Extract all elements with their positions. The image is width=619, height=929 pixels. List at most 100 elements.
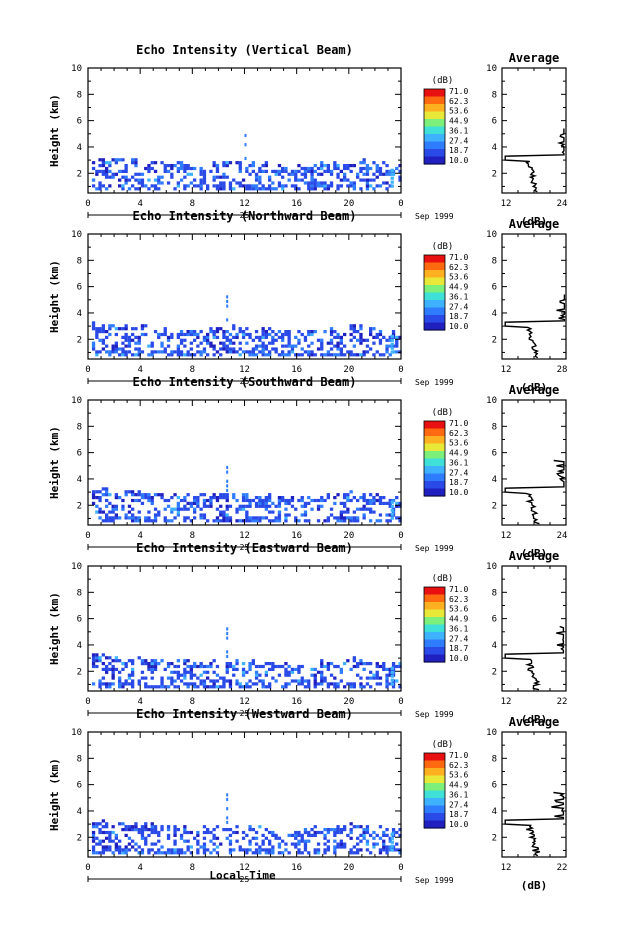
echo-cell: [352, 496, 356, 500]
echo-cell: [294, 169, 298, 173]
echo-cell: [121, 169, 125, 173]
echo-cell: [124, 178, 128, 182]
echo-cell: [105, 667, 109, 671]
echo-cell: [225, 493, 229, 497]
echo-cell: [206, 341, 210, 345]
colorbar-segment: [424, 92, 445, 96]
echo-cell: [124, 175, 128, 179]
echo-cell: [245, 332, 249, 337]
colorbar-segment: [424, 650, 445, 654]
echo-cell: [271, 851, 275, 855]
echo-cell: [222, 828, 226, 832]
echo-cell: [343, 510, 347, 514]
echo-cell: [294, 353, 298, 357]
echo-cell: [378, 330, 383, 334]
echo-cell: [329, 347, 334, 351]
echo-cell: [105, 487, 109, 491]
echo-cell: [261, 848, 265, 852]
echo-cell: [209, 169, 213, 173]
echo-cell: [241, 670, 246, 674]
echo-cell: [281, 350, 285, 354]
echo-cell: [98, 498, 102, 503]
ytick-label: 10: [71, 562, 82, 572]
echo-cell: [365, 662, 370, 666]
echo-cell: [251, 828, 255, 832]
echo-cell: [378, 676, 383, 680]
echo-cell: [365, 839, 370, 843]
colorbar-tick: 53.6: [449, 439, 468, 448]
echo-cell: [189, 682, 193, 686]
colorbar-segment: [424, 439, 445, 443]
echo-cell: [114, 845, 118, 849]
echo-cell: [378, 851, 383, 855]
echo-cell: [226, 627, 229, 631]
echo-cell: [131, 682, 135, 686]
echo-cell: [333, 682, 337, 686]
xtick-label: 4: [137, 863, 142, 873]
echo-cell: [287, 330, 291, 334]
echo-cell: [388, 501, 392, 505]
echo-cell: [95, 169, 99, 173]
echo-cell: [215, 327, 220, 331]
echo-cell: [362, 828, 366, 832]
echo-cell: [144, 662, 148, 666]
y-axis-label: Height (km): [48, 758, 61, 831]
echo-cell: [390, 350, 394, 354]
echo-cell: [349, 830, 353, 835]
colorbar-segment: [424, 630, 445, 633]
colorbar-segment: [424, 134, 445, 137]
colorbar-segment: [424, 128, 445, 131]
colorbar-segment: [424, 758, 445, 762]
echo-cell: [228, 504, 233, 508]
echo-cell: [114, 161, 118, 165]
echo-cell: [95, 350, 99, 354]
echo-cell: [388, 667, 392, 671]
echo-cell: [290, 172, 295, 176]
echo-cell: [189, 664, 193, 669]
echo-cell: [166, 664, 171, 669]
echo-cell: [131, 828, 135, 832]
echo-cell: [375, 842, 379, 846]
echo-cell: [264, 673, 268, 677]
echo-cell: [105, 656, 109, 660]
echo-cell: [395, 501, 399, 505]
echo-cell: [248, 839, 252, 843]
echo-cell: [179, 341, 184, 345]
echo-cell: [388, 670, 392, 674]
echo-cell: [111, 670, 115, 674]
ytick-label: 2: [492, 169, 497, 179]
echo-cell: [212, 848, 216, 852]
echo-cell: [140, 332, 145, 337]
echo-cell: [108, 501, 112, 505]
echo-cell: [251, 164, 255, 168]
echo-cell: [268, 667, 272, 671]
echo-cell: [245, 327, 249, 331]
echo-cell: [91, 327, 96, 331]
avg-xlabel: (dB): [521, 879, 548, 892]
echo-cell: [251, 184, 255, 188]
echo-cell: [186, 848, 190, 852]
echo-cell: [202, 504, 207, 508]
echo-cell: [310, 350, 314, 354]
panel-4: Echo Intensity (Eastward Beam)246810Heig…: [48, 541, 567, 726]
echo-cell: [264, 516, 268, 520]
echo-cell: [114, 659, 118, 663]
colorbar-segment: [424, 294, 445, 297]
echo-cell: [310, 673, 314, 677]
echo-cell: [326, 839, 330, 843]
echo-cell: [153, 659, 158, 663]
echo-cell: [316, 166, 321, 171]
echo-cell: [137, 851, 141, 855]
colorbar-segment: [424, 637, 445, 641]
echo-cell: [91, 324, 96, 328]
colorbar-tick: 36.1: [449, 624, 468, 633]
echo-cell: [114, 656, 118, 660]
echo-cell: [212, 685, 216, 689]
ytick-label: 8: [77, 422, 82, 432]
xtick-label: 16: [291, 365, 302, 375]
echo-cells: [91, 793, 402, 855]
echo-cell: [193, 836, 197, 840]
colorbar-tick: 36.1: [449, 292, 468, 301]
echo-cell: [388, 335, 392, 339]
